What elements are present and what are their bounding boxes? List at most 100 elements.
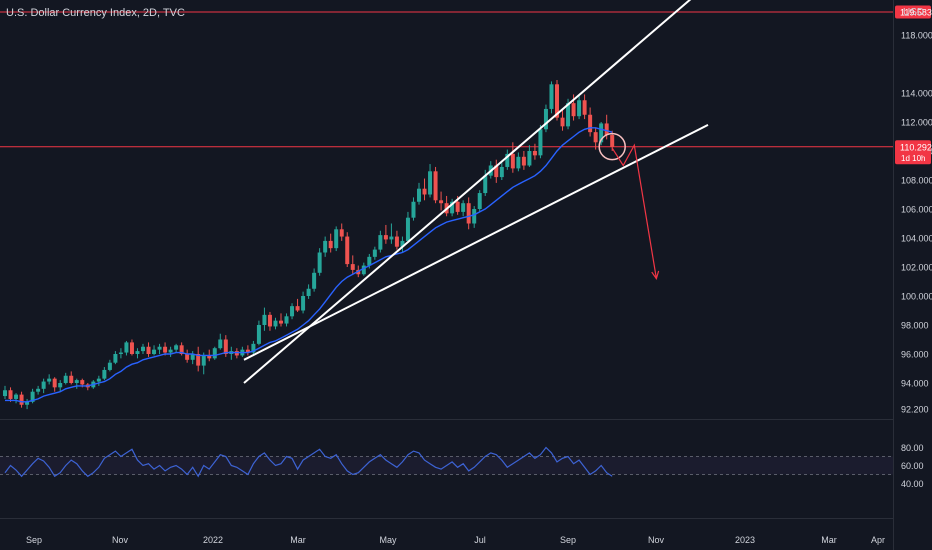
candle-body — [521, 156, 526, 166]
candle-body — [405, 217, 410, 241]
candle — [41, 378, 46, 394]
candle — [152, 345, 157, 356]
candle-body — [52, 378, 57, 388]
rsi-pane[interactable] — [0, 446, 893, 478]
candle-body — [483, 175, 488, 194]
candle — [113, 351, 118, 365]
candle-body — [383, 235, 388, 240]
candle-body — [339, 229, 344, 237]
candle-body — [588, 114, 593, 133]
last-price-value: 110.292 — [900, 142, 932, 152]
candle — [245, 345, 250, 356]
candle — [599, 122, 604, 146]
time-tick-label: Nov — [112, 535, 129, 545]
candle — [295, 298, 300, 312]
candle — [290, 303, 295, 320]
projection-path — [611, 143, 657, 279]
candle-body — [262, 314, 267, 325]
last-countdown: 1d 10h — [901, 154, 925, 163]
candle-body — [604, 123, 609, 136]
candle — [190, 351, 195, 365]
candle — [118, 348, 123, 359]
candle-body — [19, 394, 24, 405]
candle-body — [571, 103, 576, 117]
time-tick-label: 2023 — [735, 535, 755, 545]
breakout-circle — [598, 132, 626, 161]
candle-body — [267, 314, 272, 327]
candle — [74, 378, 79, 389]
candle — [339, 223, 344, 241]
candle-body — [118, 352, 123, 354]
candle — [516, 152, 521, 172]
candle-body — [417, 188, 421, 202]
candle-body — [439, 200, 444, 204]
candle-body — [284, 316, 289, 324]
candle — [405, 211, 410, 243]
candle-body — [63, 375, 68, 383]
candle — [317, 248, 322, 276]
grid-layer — [0, 0, 894, 550]
candle-body — [516, 156, 521, 169]
candle-body — [174, 345, 179, 350]
candle-body — [555, 84, 559, 118]
candle — [185, 349, 190, 363]
candle-body — [323, 240, 328, 253]
candle-body — [212, 348, 217, 359]
candle-body — [251, 343, 256, 353]
candle — [466, 197, 471, 230]
candle — [433, 166, 438, 204]
candle-body — [152, 349, 157, 354]
candle-body — [273, 320, 278, 327]
candle-body — [472, 209, 477, 224]
candle-body — [510, 153, 515, 169]
candle-body — [74, 380, 79, 383]
candle-body — [505, 153, 510, 167]
candle-body — [433, 171, 438, 201]
candle — [499, 162, 504, 180]
candle-body — [157, 346, 162, 350]
price-tick-label: 104.000 — [901, 234, 932, 244]
candle — [312, 268, 317, 292]
candle-body — [599, 123, 604, 143]
price-tick-label: 94.000 — [901, 379, 929, 389]
channel-lower-line — [243, 124, 709, 361]
candle — [577, 95, 582, 120]
candle — [394, 230, 399, 250]
candle — [345, 232, 350, 267]
candle — [107, 359, 112, 372]
resistance-price-value: 119.583 — [900, 8, 932, 18]
candle — [400, 236, 405, 253]
candle — [510, 142, 515, 173]
candle-body — [461, 203, 466, 212]
price-tick-label: 96.000 — [901, 350, 929, 360]
candle — [372, 246, 377, 260]
candle-body — [223, 339, 228, 354]
candle-body — [107, 362, 112, 370]
candle-body — [372, 249, 377, 257]
candle-body — [312, 272, 317, 289]
candle — [19, 391, 24, 408]
candle — [417, 182, 421, 205]
time-tick-label: 2022 — [203, 535, 223, 545]
candle-body — [328, 240, 333, 249]
candle-body — [179, 345, 184, 354]
candle-body — [168, 349, 173, 353]
candle — [383, 224, 388, 244]
price-tick-label: 100.000 — [901, 292, 932, 302]
candle — [306, 284, 311, 299]
candle — [494, 159, 499, 183]
candle-body — [36, 388, 41, 392]
candle — [52, 377, 57, 392]
projection-arrowhead — [651, 270, 660, 280]
candle-body — [146, 346, 151, 354]
time-tick-label: Sep — [26, 535, 42, 545]
candle-body — [549, 84, 554, 109]
price-tick-label: 106.000 — [901, 205, 932, 215]
candle-body — [455, 201, 460, 212]
candle — [461, 200, 466, 217]
price-pane[interactable] — [0, 0, 893, 410]
candle — [582, 94, 587, 120]
candle-body — [593, 132, 598, 143]
candle-body — [201, 355, 206, 366]
